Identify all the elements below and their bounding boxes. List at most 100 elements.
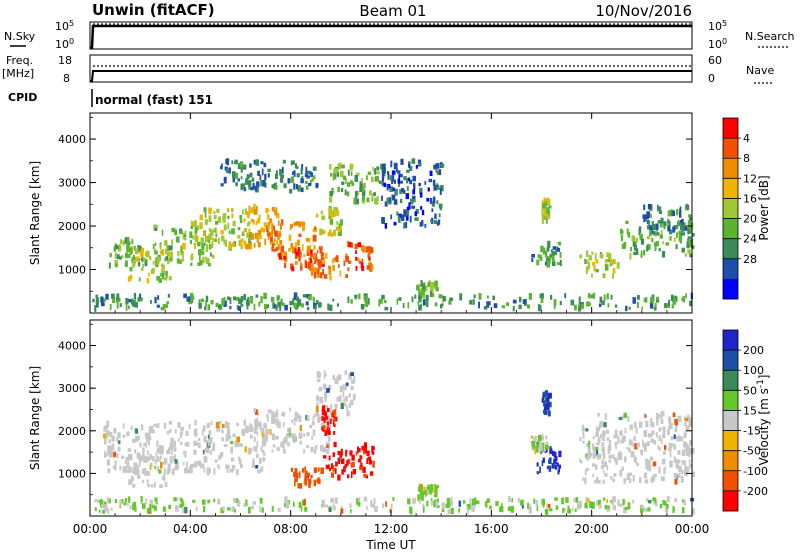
velocity-cell <box>240 463 243 469</box>
power-cell <box>227 215 230 220</box>
power-cell <box>229 244 232 251</box>
power-cell <box>333 168 337 174</box>
power-cell <box>409 179 412 185</box>
velocity-cell <box>271 411 275 418</box>
power-cell <box>126 236 130 244</box>
colorbar-tick-label: -200 <box>743 485 768 498</box>
velocity-cell <box>298 432 303 439</box>
velocity-cell <box>303 449 306 454</box>
power-cell <box>194 243 196 249</box>
power-cell <box>346 240 349 247</box>
power-cell <box>180 245 183 253</box>
power-cell <box>322 256 325 264</box>
power-cell <box>612 268 616 274</box>
velocity-cell <box>558 450 562 458</box>
velocity-cell <box>203 505 206 513</box>
power-cell <box>95 294 98 299</box>
power-cell <box>428 178 433 183</box>
power-cell <box>687 236 692 240</box>
velocity-cell <box>236 436 240 443</box>
power-cell <box>381 172 385 179</box>
velocity-cell <box>371 503 376 508</box>
power-cell <box>282 159 286 164</box>
velocity-cell <box>351 454 355 461</box>
velocity-cell <box>309 424 312 429</box>
velocity-cell <box>661 476 665 482</box>
power-cell <box>378 299 381 307</box>
power-cell <box>431 217 434 224</box>
velocity-cell <box>673 444 677 450</box>
power-cell <box>384 201 388 207</box>
velocity-cell <box>686 466 690 472</box>
velocity-cell <box>628 447 631 453</box>
power-cell <box>314 305 317 310</box>
power-cell <box>556 262 561 266</box>
velocity-cell <box>669 422 673 430</box>
power-cell <box>317 268 320 275</box>
power-cell <box>547 199 550 204</box>
velocity-cell <box>612 478 615 483</box>
power-cell <box>392 187 395 192</box>
velocity-cell <box>192 463 196 468</box>
velocity-cell <box>255 465 259 469</box>
noise-search-label: N.Search <box>745 30 795 43</box>
velocity-cell <box>674 419 679 426</box>
velocity-cell <box>351 461 355 468</box>
power-cell <box>407 177 410 182</box>
power-cell <box>391 194 396 201</box>
velocity-cell <box>269 428 272 436</box>
power-cell <box>336 171 340 177</box>
power-cell <box>250 244 253 250</box>
velocity-cell <box>596 433 599 438</box>
velocity-cell <box>146 437 149 442</box>
power-cell <box>248 238 251 244</box>
velocity-cell <box>182 462 185 466</box>
velocity-cell <box>543 391 546 396</box>
power-cell <box>355 265 358 271</box>
power-cell <box>154 227 158 231</box>
power-cell <box>434 302 438 307</box>
velocity-cell <box>223 444 228 448</box>
velocity-cell <box>545 403 550 410</box>
power-cell <box>660 230 663 237</box>
power-cell <box>353 197 358 205</box>
velocity-cell <box>627 502 631 510</box>
velocity-cell <box>163 474 165 480</box>
velocity-cell <box>127 460 130 467</box>
power-cell <box>678 235 683 242</box>
power-cell <box>439 304 443 309</box>
power-cell <box>311 178 314 182</box>
power-cell <box>276 213 280 219</box>
velocity-cell <box>304 474 308 481</box>
velocity-cell <box>198 442 201 448</box>
velocity-cell <box>664 501 667 506</box>
power-cell <box>267 232 271 237</box>
power-cell <box>430 282 434 288</box>
power-cell <box>207 263 211 267</box>
power-cell <box>518 304 522 310</box>
velocity-colorbar-band <box>723 430 738 451</box>
velocity-cell <box>318 414 321 422</box>
velocity-cell <box>660 412 663 418</box>
power-cell <box>275 246 278 252</box>
y-tick-label: 4000 <box>58 133 86 146</box>
velocity-cell <box>595 431 598 437</box>
colorbar-tick-label: 24 <box>743 233 757 246</box>
power-cell <box>109 253 112 258</box>
power-cell <box>599 254 604 259</box>
power-cell <box>356 190 360 196</box>
power-cell <box>240 295 244 303</box>
velocity-colorbar-band <box>723 370 738 391</box>
power-cell <box>581 304 584 310</box>
power-cell <box>218 304 222 309</box>
power-cell <box>594 253 597 260</box>
velocity-cell <box>295 472 299 479</box>
power-cell <box>630 247 632 252</box>
velocity-cell <box>207 434 210 439</box>
velocity-cell <box>582 440 585 444</box>
power-cell <box>292 246 296 254</box>
power-cell <box>274 230 278 237</box>
power-cell <box>327 303 330 308</box>
velocity-cell <box>186 461 188 469</box>
power-cell <box>646 245 649 252</box>
